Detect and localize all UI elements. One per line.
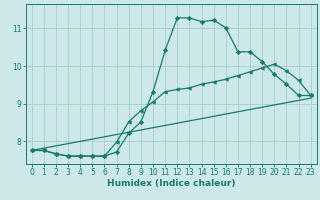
X-axis label: Humidex (Indice chaleur): Humidex (Indice chaleur) bbox=[107, 179, 236, 188]
